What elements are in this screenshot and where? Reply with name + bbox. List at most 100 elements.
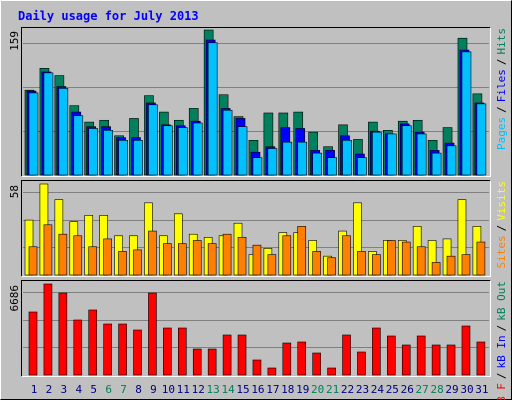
- x-tick-label: 15: [236, 383, 249, 396]
- bar: [461, 254, 471, 276]
- bar: [387, 335, 396, 376]
- bar: [312, 251, 321, 276]
- bar: [416, 133, 427, 176]
- bar: [327, 367, 336, 376]
- bar: [446, 344, 456, 376]
- x-tick-label: 1: [31, 383, 38, 396]
- bar: [267, 367, 277, 376]
- bar: [476, 103, 487, 176]
- bar: [43, 72, 54, 176]
- bar: [58, 292, 68, 376]
- x-tick-label: 3: [61, 383, 68, 396]
- bar: [372, 327, 381, 376]
- x-tick-label: 23: [356, 383, 369, 396]
- bar: [207, 348, 217, 376]
- bar: [178, 327, 187, 376]
- bar: [401, 125, 412, 176]
- bar: [342, 334, 351, 376]
- chart-title: Daily usage for July 2013: [18, 9, 199, 23]
- panel-bevel: [21, 180, 491, 277]
- bar: [192, 240, 202, 276]
- bar: [88, 128, 99, 176]
- x-tick-label: 31: [475, 383, 488, 396]
- bar: [178, 127, 188, 176]
- legend-entry: Sites: [495, 235, 508, 268]
- bar: [58, 233, 68, 276]
- bar: [357, 157, 367, 176]
- bar: [387, 133, 397, 176]
- bar: [431, 152, 442, 176]
- legend-separator: /: [495, 106, 508, 113]
- bar: [282, 235, 292, 276]
- panel-bevel: [21, 27, 491, 177]
- legend: Sites / Visits: [495, 181, 508, 269]
- bar: [267, 148, 278, 176]
- bar: [252, 359, 262, 376]
- y-tick-label: 6686: [8, 285, 21, 312]
- bar: [148, 230, 157, 276]
- bar: [222, 334, 232, 376]
- bar: [416, 246, 426, 276]
- x-tick-label: 4: [75, 383, 82, 396]
- bar: [446, 255, 456, 276]
- x-tick-label: 27: [416, 383, 429, 396]
- panel-bevel: [21, 280, 491, 377]
- bar: [43, 283, 53, 376]
- x-tick-label: 18: [281, 383, 294, 396]
- bar: [312, 152, 322, 176]
- bar: [357, 251, 366, 276]
- bar: [252, 244, 262, 276]
- legend-entry: kB F: [495, 383, 508, 400]
- x-tick-label: 11: [177, 383, 190, 396]
- bar: [342, 235, 351, 276]
- x-tick-label: 21: [326, 383, 339, 396]
- bar: [222, 233, 232, 276]
- legend-separator: /: [495, 373, 508, 380]
- bar: [237, 237, 247, 276]
- bar: [207, 42, 218, 176]
- x-tick-label: 2: [46, 383, 53, 396]
- legend-entry: Files: [495, 69, 508, 102]
- bar: [267, 254, 277, 276]
- bar: [461, 51, 472, 176]
- x-tick-label: 5: [90, 383, 97, 396]
- bar: [431, 262, 441, 276]
- legend-separator: /: [495, 59, 508, 66]
- x-tick-label: 25: [386, 383, 399, 396]
- x-tick-label: 28: [430, 383, 443, 396]
- x-tick-label: 17: [266, 383, 279, 396]
- bar: [28, 246, 38, 276]
- bar: [43, 224, 53, 276]
- bar: [58, 88, 69, 176]
- bar: [178, 243, 187, 276]
- x-tick-label: 30: [460, 383, 473, 396]
- bar: [461, 325, 471, 376]
- x-tick-label: 7: [120, 383, 127, 396]
- bar: [476, 341, 486, 376]
- bar: [342, 140, 352, 176]
- legend: kB F / kB In / kB Out: [495, 281, 508, 400]
- panel-bevel: [21, 27, 491, 177]
- bar: [192, 348, 202, 376]
- bar: [282, 342, 292, 376]
- legend: Pages / Files / Hits: [495, 28, 508, 150]
- bar: [28, 92, 39, 176]
- bar: [73, 319, 83, 376]
- bar: [163, 243, 172, 276]
- x-tick-label: 20: [311, 383, 324, 396]
- bar: [88, 309, 98, 376]
- bar: [148, 104, 158, 176]
- bar: [237, 126, 248, 176]
- bar: [237, 334, 247, 376]
- bar: [372, 254, 381, 276]
- bar: [118, 140, 128, 176]
- bar: [148, 292, 157, 376]
- x-tick-label: 19: [296, 383, 309, 396]
- bar: [133, 140, 143, 176]
- bar: [476, 241, 486, 276]
- bar: [207, 243, 217, 276]
- bar: [387, 240, 396, 276]
- bar: [73, 235, 83, 276]
- y-tick-label: 159: [8, 31, 21, 51]
